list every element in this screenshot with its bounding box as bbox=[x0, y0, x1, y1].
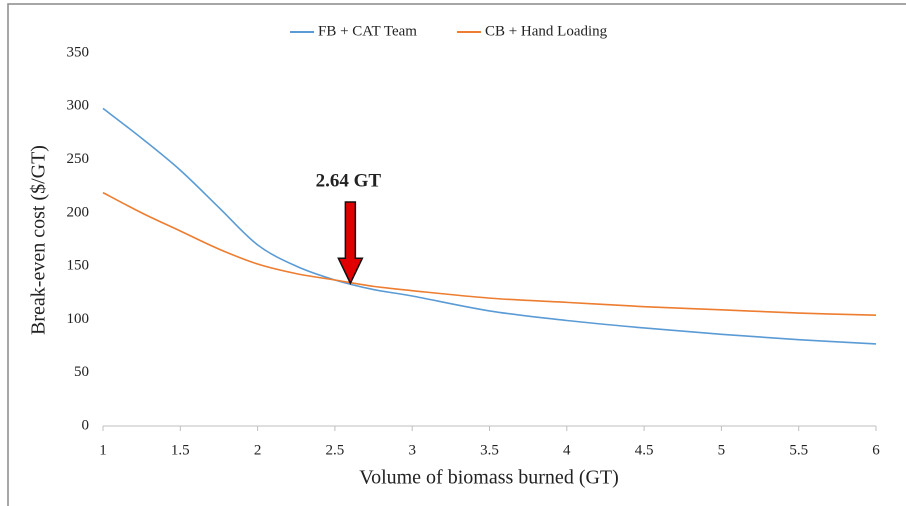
x-tick-label: 2.5 bbox=[326, 442, 345, 458]
x-axis-title: Volume of biomass burned (GT) bbox=[359, 467, 619, 489]
legend-label: FB + CAT Team bbox=[318, 23, 417, 39]
x-tick-label: 4.5 bbox=[635, 442, 654, 458]
x-tick-label: 5 bbox=[718, 442, 726, 458]
annotation-arrow bbox=[337, 201, 364, 285]
series-line bbox=[102, 107, 877, 345]
y-tick-label: 0 bbox=[82, 417, 90, 433]
x-tick-label: 5.5 bbox=[789, 442, 808, 458]
x-tick-label: 6 bbox=[872, 442, 880, 458]
x-tick-label: 1.5 bbox=[171, 442, 190, 458]
x-tick-label: 2 bbox=[254, 442, 262, 458]
chart-frame bbox=[7, 3, 906, 506]
y-tick-label: 150 bbox=[67, 258, 90, 274]
x-tick-label: 1 bbox=[99, 442, 107, 458]
x-tick-label: 3 bbox=[408, 442, 416, 458]
y-tick-label: 300 bbox=[67, 98, 90, 114]
y-axis-title: Break-even cost ($/GT) bbox=[28, 145, 50, 335]
y-tick-label: 250 bbox=[67, 151, 90, 167]
series-line bbox=[102, 191, 877, 316]
legend-label: CB + Hand Loading bbox=[485, 23, 608, 39]
y-tick-label: 100 bbox=[67, 311, 90, 327]
x-tick-label: 3.5 bbox=[480, 442, 499, 458]
y-tick-label: 200 bbox=[67, 204, 90, 220]
annotation-label: 2.64 GT bbox=[316, 170, 382, 191]
x-tick-label: 4 bbox=[563, 442, 571, 458]
y-tick-label: 50 bbox=[74, 364, 89, 380]
y-tick-label: 350 bbox=[67, 44, 90, 60]
